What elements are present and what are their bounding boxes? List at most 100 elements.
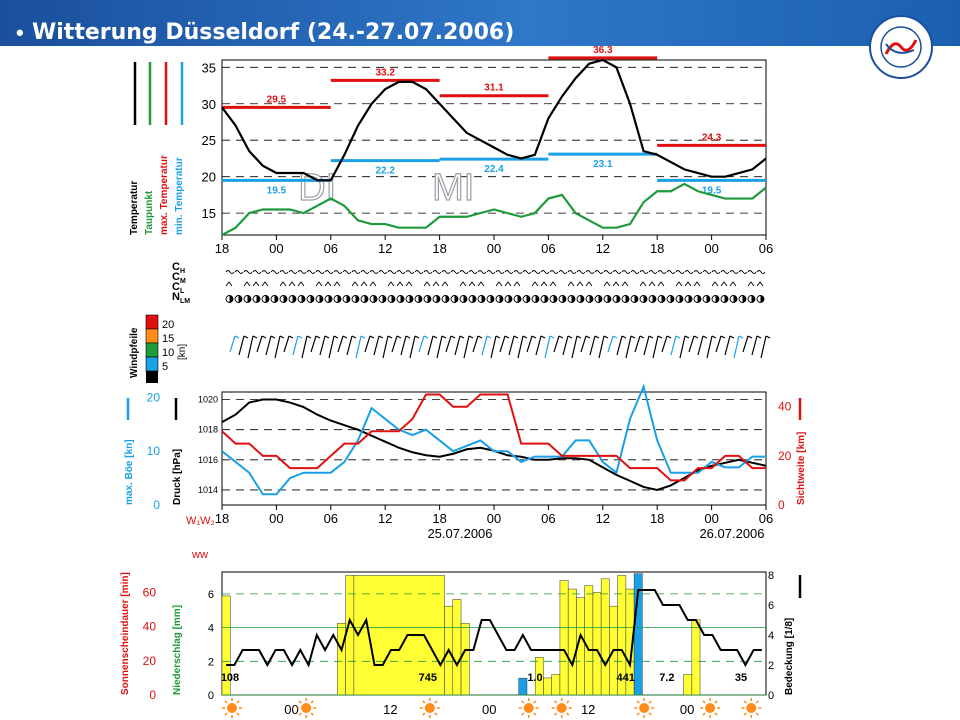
sun-tick-label: 20 xyxy=(143,654,157,668)
cloud-code-symbol xyxy=(414,270,424,274)
wind-barb-flag xyxy=(432,335,438,339)
wind-barb xyxy=(292,335,299,356)
x-tick-label: 18 xyxy=(432,511,446,526)
pressure-axis-label: Druck [hPa] xyxy=(172,449,183,505)
sunshine-bar xyxy=(345,575,355,696)
cloud-code-symbol xyxy=(603,281,611,287)
sun-icon-ray xyxy=(224,712,228,716)
cloud-code-symbol xyxy=(432,281,440,287)
cloud-cover-fill xyxy=(409,295,414,303)
cloud-cover-fill xyxy=(310,295,314,303)
x-tick-label: 12 xyxy=(581,702,595,717)
cloud-cover-fill xyxy=(238,295,243,303)
temperature-tick-label: 35 xyxy=(202,60,216,75)
wind-barb-flag xyxy=(594,335,600,339)
max-temp-label: 36.3 xyxy=(593,45,613,56)
min-temp-label: 19.5 xyxy=(702,185,722,196)
wind-panel: 20 15 10 5 Windpfeile [kn] xyxy=(129,314,771,383)
sun-icon xyxy=(634,698,655,718)
wind-barb xyxy=(436,335,443,359)
wind-barb xyxy=(634,335,641,353)
wind-barb-flag xyxy=(387,335,393,339)
cloud-code-symbol xyxy=(648,281,656,287)
wind-barb-flag xyxy=(603,335,609,339)
wind-barb xyxy=(463,335,470,359)
cloud-code-symbol xyxy=(369,281,377,287)
wind-barb-flag xyxy=(396,335,402,339)
cloud-code-symbol xyxy=(369,270,379,274)
cloud-code-symbol xyxy=(711,270,721,274)
temperature-axis-label: min. Temperatur xyxy=(174,157,185,235)
cloud-code-symbol xyxy=(576,270,586,274)
wind-barb xyxy=(229,335,236,353)
wind-barb xyxy=(247,335,254,359)
cloud-cover-fill xyxy=(715,295,719,303)
sun-icon-ray xyxy=(743,712,747,716)
cloud-cover-fill xyxy=(346,295,351,303)
visibility-tick-label: 0 xyxy=(778,498,785,512)
cloud-code-symbol xyxy=(441,270,451,274)
x-tick-label: 00 xyxy=(284,702,298,717)
cloud-cover-line xyxy=(226,589,762,669)
cloud-cover-fill xyxy=(247,295,251,303)
cloud-code-symbol xyxy=(243,281,251,287)
cloud-cover-fill xyxy=(445,295,450,303)
sun-tick-label: 40 xyxy=(143,620,157,634)
wind-barb-flag xyxy=(270,335,276,339)
cloud-code-symbol xyxy=(603,270,613,274)
wind-barb-flag xyxy=(684,335,690,339)
temperature-line xyxy=(221,58,767,182)
cloud-row-subscript: L xyxy=(180,288,185,295)
sun-icon-ray xyxy=(566,712,570,716)
cloud-code-symbol xyxy=(558,270,568,274)
cloud-code-symbol xyxy=(252,270,262,274)
cloud-cover-fill xyxy=(355,295,360,303)
x-tick-label: 06 xyxy=(759,511,773,526)
cloud-code-symbol xyxy=(612,281,620,287)
cloud-code-symbol xyxy=(342,270,352,274)
sun-icon-disc xyxy=(556,703,567,713)
wind-barb xyxy=(382,335,389,359)
cloud-code-symbol xyxy=(261,270,271,274)
cloud-cover-fill xyxy=(274,295,278,303)
cloud-code-symbol xyxy=(531,270,541,274)
sun-icon-disc xyxy=(639,703,650,713)
wind-barb-flag xyxy=(288,335,294,339)
cloud-code-symbol xyxy=(225,281,233,287)
daily-total-label: 745 xyxy=(419,672,437,684)
wind-barb-flag xyxy=(756,335,762,339)
x-tick-label: 00 xyxy=(269,511,283,526)
wind-barb-flag xyxy=(477,335,483,339)
precip-tick-label: 4 xyxy=(208,623,214,635)
cloud-tick-label: 6 xyxy=(768,600,774,612)
cloud-code-symbol xyxy=(288,270,298,274)
wind-barb-flag xyxy=(513,335,519,339)
x-tick-label: 12 xyxy=(596,511,610,526)
cloud-code-symbol xyxy=(729,281,737,287)
wind-barb xyxy=(346,335,353,356)
sun-icon-ray xyxy=(310,700,314,704)
temperature-tick-label: 30 xyxy=(202,97,216,112)
visibility-tick-label: 20 xyxy=(778,449,792,463)
sun-icon-disc xyxy=(746,703,757,713)
pressure-tick-label: 1016 xyxy=(198,455,218,465)
cloud-cover-fill xyxy=(589,295,593,303)
cloud-code-symbol xyxy=(315,270,325,274)
wind-barb xyxy=(751,335,758,356)
wind-barb xyxy=(301,335,308,359)
temperature-axis-label: Taupunkt xyxy=(144,190,155,235)
cloud-cover-fill xyxy=(634,295,638,303)
wind-barb-flag xyxy=(702,335,708,339)
cloud-code-symbol xyxy=(639,270,649,274)
min-temp-label: 22.4 xyxy=(484,164,504,175)
wind-barb xyxy=(598,335,605,359)
cloud-code-symbol xyxy=(657,281,665,287)
max-temp-label: 33.2 xyxy=(375,67,395,78)
cloud-tick-label: 0 xyxy=(768,690,774,702)
pressure-tick-label: 1014 xyxy=(198,485,218,495)
wind-barb-flag xyxy=(306,335,312,339)
x-tick-label: 00 xyxy=(487,511,501,526)
cloud-code-symbol xyxy=(279,270,289,274)
wind-barb xyxy=(760,335,767,359)
sun-icon xyxy=(419,698,440,718)
